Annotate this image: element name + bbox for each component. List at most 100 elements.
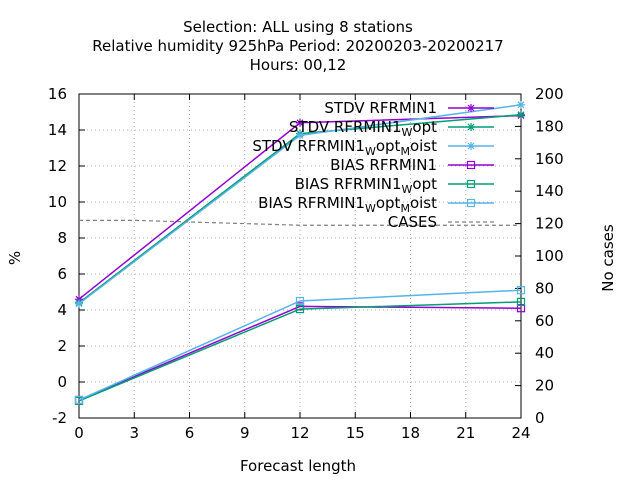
- x-tick-label: 3: [129, 424, 139, 442]
- x-tick-label: 12: [290, 424, 309, 442]
- legend-label-part: oist: [410, 194, 437, 212]
- y2-tick-label: 160: [535, 150, 564, 168]
- x-tick-label: 6: [185, 424, 195, 442]
- y2-tick-label: 20: [535, 377, 554, 395]
- data-point-stroke: [296, 131, 304, 139]
- y-tick-label: 14: [48, 121, 67, 139]
- legend-label-part: CASES: [388, 213, 437, 231]
- data-point: [516, 304, 526, 313]
- series-4: [74, 297, 526, 405]
- data-point-stroke: [467, 104, 475, 112]
- y2-tick-label: 100: [535, 247, 564, 265]
- legend-label-part: M: [400, 145, 410, 158]
- series-5: [74, 286, 526, 405]
- chart-title: Selection: ALL using 8 stationsRelative …: [92, 18, 503, 74]
- data-point: [467, 104, 475, 112]
- series-line: [79, 219, 521, 226]
- legend-label: BIAS RFRMIN1WoptMoist: [258, 194, 437, 215]
- data-point-stroke: [517, 101, 525, 109]
- title-line: Selection: ALL using 8 stations: [183, 18, 413, 36]
- y2-tick-label: 180: [535, 117, 564, 135]
- legend-label-part: W: [365, 202, 376, 215]
- series-line: [78, 289, 522, 401]
- data-point: [467, 123, 475, 131]
- y2-tick-label: 60: [535, 312, 554, 330]
- data-point: [75, 299, 83, 308]
- legend-label: CASES: [388, 213, 437, 231]
- data-point: [466, 198, 476, 208]
- y2-tick-label: 200: [535, 85, 564, 103]
- y2-tick-label: 40: [535, 344, 554, 362]
- y-tick-label: -2: [52, 409, 67, 427]
- data-point: [466, 179, 476, 189]
- x-tick-label: 9: [240, 424, 250, 442]
- legend-label-part: opt: [376, 137, 401, 155]
- data-point: [517, 110, 525, 119]
- legend-label: BIAS RFRMIN1Wopt: [295, 175, 437, 196]
- legend-label-part: oist: [410, 137, 437, 155]
- series-line: [78, 301, 522, 402]
- x-axis-label: Forecast length: [240, 457, 356, 475]
- data-point: [517, 100, 525, 109]
- y-tick-label: 4: [57, 301, 67, 319]
- data-point-stroke: [296, 119, 304, 127]
- series-3: [74, 302, 526, 405]
- legend-label-part: BIAS RFRMIN1: [295, 175, 402, 193]
- y-axis-label: %: [6, 251, 24, 265]
- data-point-stroke: [75, 300, 83, 308]
- y-tick-label: 10: [48, 193, 67, 211]
- y2-axis-label: No cases: [599, 224, 617, 292]
- grid: [79, 94, 521, 418]
- series-2: [75, 100, 525, 308]
- legend-label-part: BIAS RFRMIN1: [258, 194, 365, 212]
- series-line: [78, 305, 522, 401]
- legend-label-part: opt: [412, 175, 437, 193]
- x-tick-label: 15: [346, 424, 365, 442]
- legend-label-part: M: [400, 202, 410, 215]
- legend-label-part: STDV RFRMIN1: [252, 137, 365, 155]
- data-point: [466, 160, 476, 170]
- series-6: [79, 219, 521, 226]
- data-point: [467, 142, 475, 150]
- legend-label-part: STDV RFRMIN1: [324, 99, 437, 117]
- y2-tick-label: 120: [535, 215, 564, 233]
- y-tick-label: 12: [48, 157, 67, 175]
- y-tick-label: 2: [57, 337, 67, 355]
- title-line: Relative humidity 925hPa Period: 2020020…: [92, 37, 503, 55]
- series-group: [74, 100, 526, 405]
- legend-label-part: W: [402, 183, 413, 196]
- y-tick-label: 0: [57, 373, 67, 391]
- data-point: [74, 395, 84, 405]
- data-point: [296, 131, 304, 140]
- y-tick-label: 6: [57, 265, 67, 283]
- data-point: [516, 297, 526, 306]
- y2-tick-label: 0: [535, 409, 545, 427]
- tick-labels: 0 3 6 9 12 15 18 21 24-2024681012141602040608010…: [48, 85, 564, 442]
- y2-tick-label: 140: [535, 182, 564, 200]
- x-tick-label: 0: [74, 424, 84, 442]
- legend-label-part: BIAS RFRMIN1: [330, 156, 437, 174]
- data-point: [516, 286, 526, 295]
- legend-label: STDV RFRMIN1WoptMoist: [252, 137, 437, 158]
- legend-label: STDV RFRMIN1: [324, 99, 437, 117]
- data-point-stroke: [467, 123, 475, 131]
- data-point-stroke: [517, 111, 525, 119]
- data-point: [296, 118, 304, 127]
- legend-label-part: W: [365, 145, 376, 158]
- x-tick-label: 21: [456, 424, 475, 442]
- legend-label-part: STDV RFRMIN1: [289, 118, 402, 136]
- legend-label-part: opt: [376, 194, 401, 212]
- data-point-stroke: [467, 142, 475, 150]
- legend-label: STDV RFRMIN1Wopt: [289, 118, 437, 139]
- x-tick-label: 18: [401, 424, 420, 442]
- x-tick-label: 24: [511, 424, 530, 442]
- title-line: Hours: 00,12: [250, 56, 347, 74]
- data-point: [295, 305, 305, 314]
- axes: [78, 93, 522, 419]
- data-point: [295, 296, 305, 306]
- legend-label-part: W: [402, 126, 413, 139]
- y2-tick-label: 80: [535, 279, 554, 297]
- legend-label: BIAS RFRMIN1: [330, 156, 437, 174]
